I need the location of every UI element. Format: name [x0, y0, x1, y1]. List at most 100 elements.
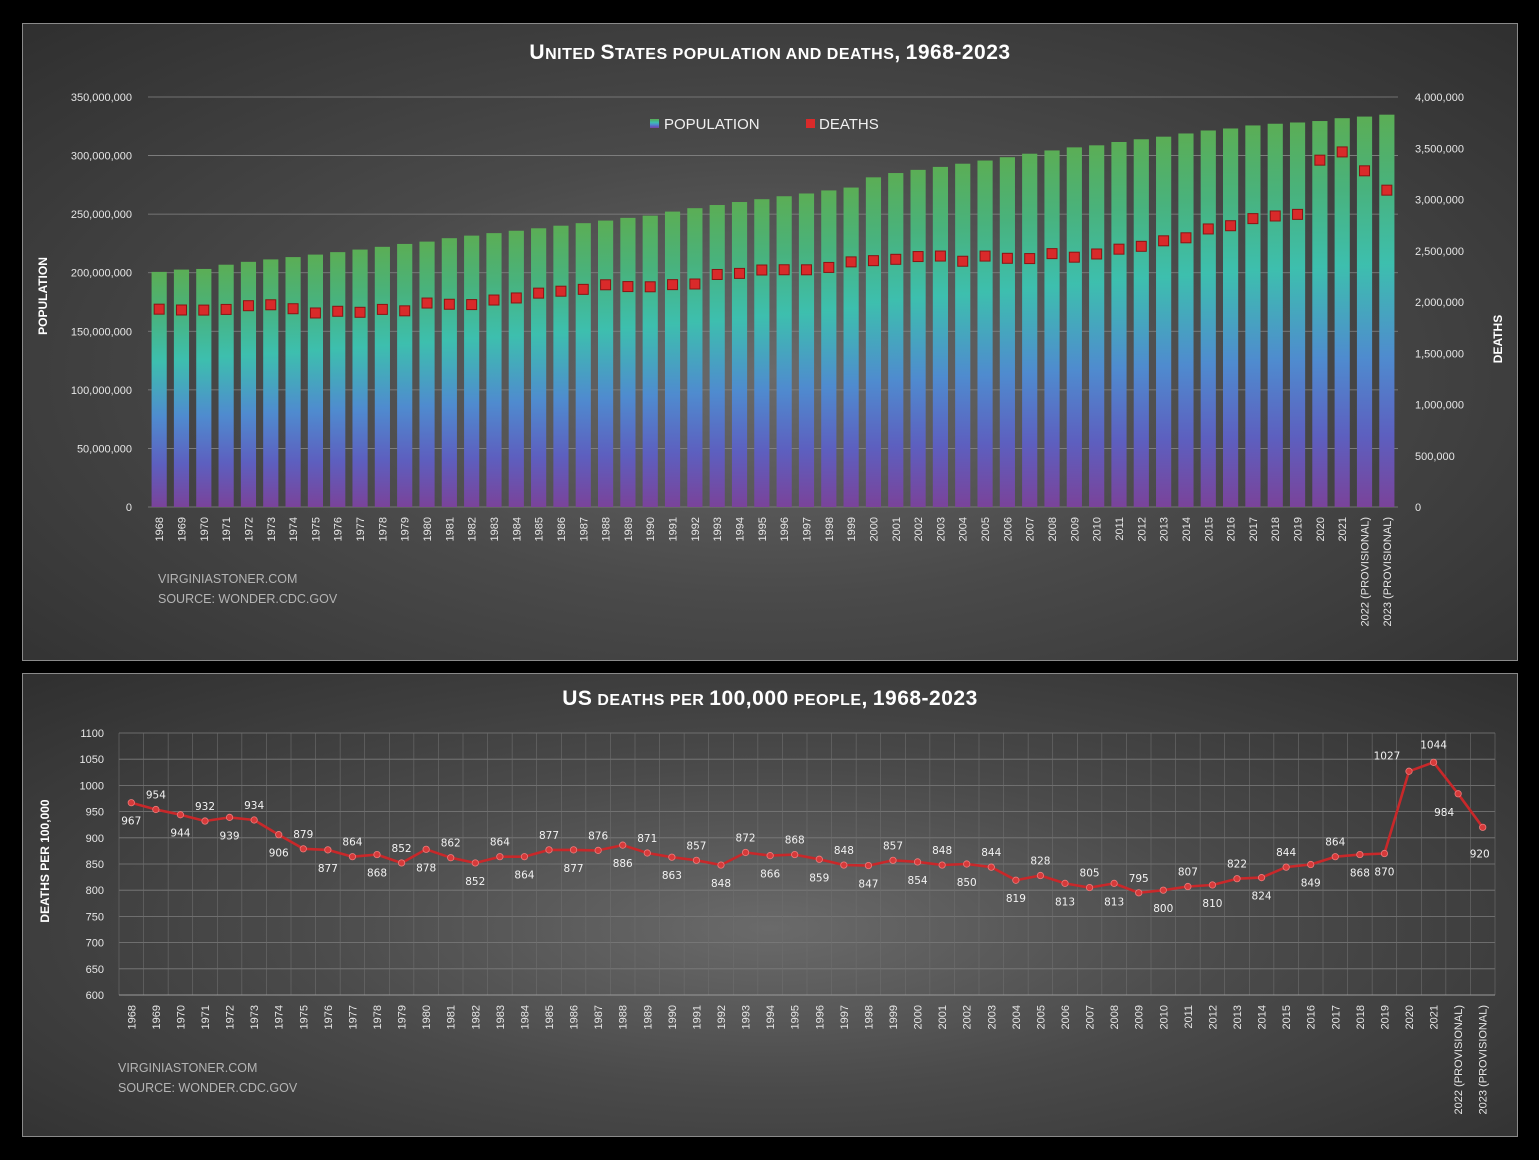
x-tick-label: 2011 [1183, 1005, 1195, 1029]
y2-tick-label: 1,500,000 [1415, 348, 1464, 360]
x-tick-label: 2020 [1404, 1005, 1416, 1029]
x-tick-label: 2012 [1136, 517, 1148, 541]
x-tick-label: 2004 [1011, 1005, 1023, 1029]
x-tick-label: 1989 [642, 1005, 654, 1029]
x-tick-label: 1988 [601, 517, 613, 541]
rate-point [1061, 879, 1069, 887]
population-bar [821, 190, 837, 507]
rate-point [1282, 863, 1290, 871]
x-tick-label: 1971 [200, 1005, 212, 1029]
rate-point [766, 852, 774, 860]
rate-data-label: 864 [342, 837, 362, 849]
x-tick-label: 2010 [1092, 517, 1104, 541]
deaths-rate-points [127, 758, 1487, 897]
deaths-marker [198, 304, 210, 316]
rate-point [373, 850, 381, 859]
population-bar [754, 199, 770, 507]
rate-data-label: 876 [588, 830, 608, 842]
rate-point [176, 811, 185, 819]
deaths-marker [667, 279, 679, 291]
x-tick-label: 2015 [1281, 1005, 1293, 1029]
population-bar [508, 230, 524, 507]
right-axis-ticks: 0 500,000 1,000,000 1,500,000 2,000,000 2,500… [1415, 92, 1464, 514]
y-tick-label: 750 [86, 911, 104, 923]
x-tick-label: 1977 [355, 517, 367, 541]
x-tick-label: 1983 [495, 1005, 507, 1029]
legend-deaths-label: DEATHS [819, 116, 879, 133]
y-tick-label: 0 [126, 502, 132, 514]
y2-axis-title: DEATHS [1491, 315, 1505, 363]
rate-point [569, 846, 578, 854]
rate-point [619, 841, 627, 849]
x-tick-label: 1994 [735, 517, 747, 541]
x-tick-label: 1969 [176, 517, 188, 541]
x-tick-label: 2019 [1379, 1005, 1391, 1029]
population-bar [1156, 136, 1172, 507]
population-bar [999, 157, 1015, 508]
deaths-marker [1180, 232, 1192, 244]
x-tick-label: 1971 [221, 517, 233, 541]
deaths-marker [957, 255, 969, 267]
rate-data-label: 932 [195, 801, 215, 813]
rate-point [447, 854, 455, 862]
population-deaths-chart-panel: UNITED STATES POPULATION AND DEATHS, 196… [22, 23, 1518, 661]
rate-data-label: 872 [736, 832, 756, 844]
y2-tick-label: 0 [1415, 502, 1421, 514]
rate-data-label: 868 [1350, 868, 1370, 880]
rate-point [1085, 883, 1094, 892]
x-tick-label: 1988 [618, 1005, 630, 1029]
population-bar [1111, 141, 1127, 508]
x-tick-label: 1986 [569, 1005, 581, 1029]
deaths-marker [711, 268, 723, 280]
population-bar [397, 243, 413, 507]
rate-point [324, 846, 332, 854]
rate-point [741, 848, 750, 857]
rate-point [1405, 767, 1413, 775]
deaths-marker [175, 304, 187, 316]
rate-point [1233, 875, 1241, 883]
rate-data-label: 868 [367, 868, 387, 880]
rate-data-label: 879 [293, 829, 313, 841]
rate-point [717, 861, 725, 869]
deaths-marker [443, 298, 455, 310]
deaths-marker [979, 250, 991, 262]
x-tick-label: 1973 [266, 517, 278, 541]
x-tick-label: 1981 [446, 1005, 458, 1029]
rate-point [1331, 853, 1339, 861]
rate-data-label: 967 [121, 816, 141, 828]
population-bar [352, 249, 368, 507]
deaths-marker [242, 300, 254, 312]
rate-point [963, 860, 971, 868]
deaths-marker [421, 297, 433, 309]
rate-point [1429, 758, 1438, 766]
deaths-marker [1314, 154, 1326, 166]
x-tick-label: 1998 [863, 1005, 875, 1029]
x-tick-label: 2003 [986, 1005, 998, 1029]
x-tick-label: 2022 (PROVISIONAL) [1453, 1005, 1465, 1114]
chart-title-2: US DEATHS PER 100,000 PEOPLE, 1968-2023 [562, 687, 978, 710]
y-tick-label: 1050 [80, 754, 104, 766]
y-axis-title-2: DEATHS PER 100,000 [38, 799, 52, 922]
deaths-marker [488, 294, 500, 306]
rate-point [1012, 876, 1020, 884]
x-tick-label: 1968 [126, 1005, 138, 1029]
x-tick-label: 1981 [444, 517, 456, 541]
deaths-marker [1068, 251, 1080, 263]
deaths-marker [510, 292, 522, 304]
x-tick-label: 2023 (PROVISIONAL) [1382, 517, 1394, 626]
deaths-marker [153, 303, 165, 315]
x-tick-label: 1987 [593, 1005, 605, 1029]
deaths-marker [1269, 210, 1281, 222]
rate-point [791, 850, 799, 859]
y-tick-label: 250,000,000 [71, 209, 132, 221]
x-tick-label: 2011 [1114, 517, 1126, 541]
rate-data-label: 864 [514, 870, 534, 882]
x-tick-label: 1986 [556, 517, 568, 541]
rate-data-label: 859 [809, 872, 829, 884]
deaths-marker [1158, 235, 1170, 247]
rate-data-label: 848 [834, 845, 854, 857]
deaths-marker [265, 299, 277, 311]
x-tick-label: 1996 [814, 1005, 826, 1029]
x-tick-label: 1997 [801, 517, 813, 541]
population-bar [374, 246, 390, 507]
